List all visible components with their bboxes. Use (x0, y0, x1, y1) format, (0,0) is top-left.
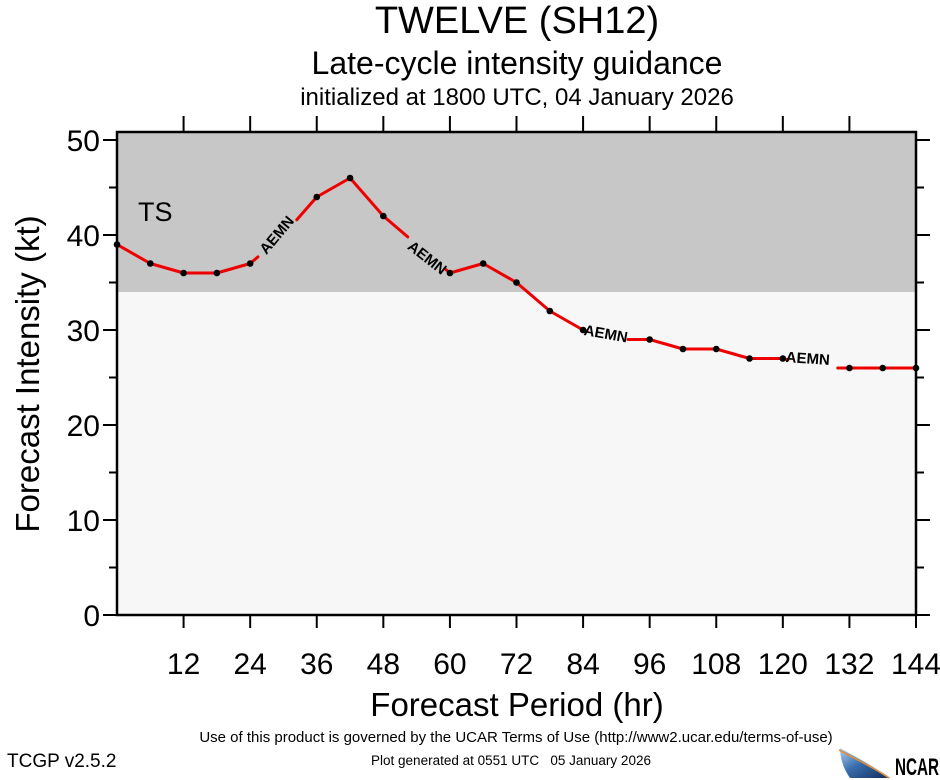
svg-text:10: 10 (67, 505, 100, 538)
svg-text:AEMN: AEMN (785, 349, 830, 369)
series-markers-aemn (113, 174, 920, 372)
ncar-logo: NCAR (838, 746, 939, 779)
svg-text:12: 12 (167, 648, 200, 681)
svg-text:36: 36 (300, 648, 333, 681)
plot-subtitle: Late-cycle intensity guidance (311, 45, 723, 81)
svg-text:48: 48 (367, 648, 400, 681)
svg-text:108: 108 (691, 648, 741, 681)
svg-text:96: 96 (633, 648, 666, 681)
svg-text:20: 20 (67, 410, 100, 443)
svg-text:50: 50 (67, 125, 100, 158)
axis-tick-labels: 0 10 20 30 40 50 12 24 36 48 60 72 84 96 108 120 132 144 (67, 125, 940, 681)
ncar-logo-text: NCAR (895, 754, 939, 779)
svg-text:TS: TS (138, 197, 173, 227)
svg-text:0: 0 (83, 600, 100, 633)
y-axis-title: Forecast Intensity (kt) (9, 215, 46, 533)
svg-text:72: 72 (500, 648, 533, 681)
plot-border (115, 130, 918, 617)
intensity-bands: TS (117, 132, 916, 615)
terms-of-use-text: Use of this product is governed by the U… (199, 729, 833, 746)
svg-text:144: 144 (891, 648, 940, 681)
init-time-label: initialized at 1800 UTC, 04 January 2026 (300, 84, 734, 111)
svg-text:30: 30 (67, 315, 100, 348)
x-axis-title: Forecast Period (hr) (370, 686, 664, 723)
axis-ticks (103, 116, 930, 628)
svg-text:120: 120 (758, 648, 808, 681)
svg-text:132: 132 (824, 648, 874, 681)
ncar-swoosh-icon (838, 746, 892, 779)
svg-text:24: 24 (233, 648, 266, 681)
generated-timestamp: Plot generated at 0551 UTC 05 January 20… (371, 753, 651, 768)
svg-text:60: 60 (433, 648, 466, 681)
svg-text:84: 84 (566, 648, 599, 681)
storm-title: TWELVE (SH12) (374, 0, 660, 42)
version-label: TCGP v2.5.2 (7, 751, 117, 772)
svg-text:40: 40 (67, 220, 100, 253)
